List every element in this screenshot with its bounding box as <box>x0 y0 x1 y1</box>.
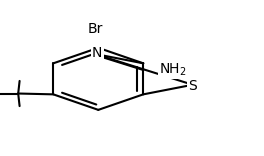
Text: S: S <box>188 79 197 93</box>
Text: N: N <box>92 46 102 60</box>
Text: NH$_2$: NH$_2$ <box>159 62 186 78</box>
Text: Br: Br <box>88 22 103 36</box>
